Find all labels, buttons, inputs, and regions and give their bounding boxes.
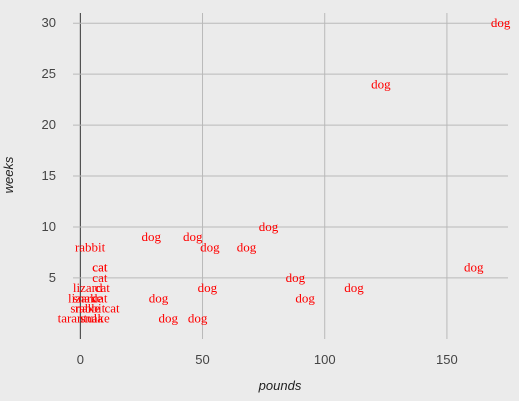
point-label: dog bbox=[183, 229, 203, 244]
x-tick-label: 0 bbox=[77, 352, 84, 367]
point-label: snake bbox=[70, 300, 100, 315]
y-tick-label: 20 bbox=[42, 117, 56, 132]
point-label: dog bbox=[188, 311, 208, 326]
point-label: snake bbox=[73, 290, 103, 305]
point-label: cat bbox=[95, 280, 111, 295]
point-label: tarantula bbox=[58, 311, 104, 326]
y-tick-label: 15 bbox=[42, 168, 56, 183]
point-label: rabbit bbox=[75, 239, 106, 254]
tick-labels: 0 50 100 150 5 10 15 20 25 30 bbox=[42, 15, 458, 367]
y-axis-title: weeks bbox=[1, 156, 16, 193]
x-tick-label: 150 bbox=[436, 352, 458, 367]
y-tick-label: 25 bbox=[42, 66, 56, 81]
grid-lines bbox=[73, 13, 508, 339]
point-label: cat bbox=[92, 260, 108, 275]
point-label: dog bbox=[286, 270, 306, 285]
point-label: dog bbox=[159, 311, 179, 326]
point-label: snake bbox=[80, 311, 110, 326]
y-tick-label: 5 bbox=[49, 270, 56, 285]
point-label: dog bbox=[491, 15, 511, 30]
y-tick-label: 30 bbox=[42, 15, 56, 30]
point-label: cat bbox=[105, 300, 121, 315]
point-label: cat bbox=[92, 270, 108, 285]
point-label: dog bbox=[371, 76, 391, 91]
point-label: dog bbox=[200, 239, 220, 254]
x-tick-label: 50 bbox=[195, 352, 209, 367]
point-label: dog bbox=[237, 239, 257, 254]
point-label: cat bbox=[92, 260, 108, 275]
point-label: rabbit bbox=[75, 300, 106, 315]
point-label: dog bbox=[259, 219, 279, 234]
point-label: dog bbox=[295, 290, 315, 305]
point-label: dog bbox=[464, 260, 484, 275]
point-label: dog bbox=[198, 280, 218, 295]
x-axis-title: pounds bbox=[258, 378, 302, 393]
point-label: dog bbox=[149, 290, 169, 305]
point-label: dog bbox=[344, 280, 364, 295]
y-tick-label: 10 bbox=[42, 219, 56, 234]
x-tick-label: 100 bbox=[314, 352, 336, 367]
point-label: cat bbox=[92, 290, 108, 305]
point-label: lizard bbox=[73, 280, 103, 295]
point-label: lizard bbox=[68, 290, 98, 305]
point-label: dog bbox=[141, 229, 161, 244]
